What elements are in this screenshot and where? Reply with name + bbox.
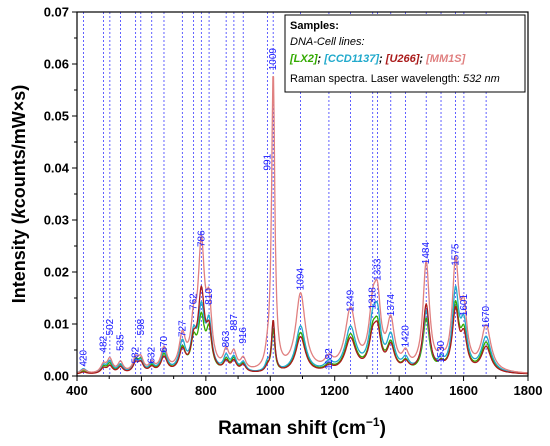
legend-footer-prefix: Raman spectra. Laser wavelength: bbox=[290, 73, 463, 85]
peak-label-887: 887 bbox=[229, 314, 240, 331]
y-tick-label-0.00: 0.00 bbox=[44, 369, 69, 384]
x-axis-title: Raman shift (cm−1) bbox=[218, 415, 386, 439]
series-line-3 bbox=[76, 285, 529, 375]
peak-label-810: 810 bbox=[204, 288, 215, 305]
x-tick-label-800: 800 bbox=[195, 383, 217, 398]
peak-label-1374: 1374 bbox=[386, 294, 397, 317]
x-tick-label-1600: 1600 bbox=[449, 383, 478, 398]
y-tick-label-0.01: 0.01 bbox=[44, 317, 69, 332]
x-axis-ticks: 400 600 800 1000 1200 1400 1600 1800 bbox=[66, 376, 542, 398]
x-axis-title-main: Raman shift (cm bbox=[218, 418, 366, 439]
y-axis-ticks: 0.00 0.01 0.02 0.03 0.04 0.05 0.06 0.07 bbox=[44, 5, 77, 384]
legend-box bbox=[284, 14, 526, 93]
peak-label-502: 502 bbox=[105, 318, 116, 335]
legend-entry-lx2: [LX2] bbox=[289, 53, 318, 65]
y-axis-title: Intensity (kcounts/mW×s) bbox=[9, 85, 29, 304]
legend-entry-mm1s: [MM1S] bbox=[425, 53, 465, 65]
peak-label-1318: 1318 bbox=[368, 287, 379, 310]
peak-label-1009: 1009 bbox=[268, 48, 279, 71]
legend-separator-1: ; bbox=[318, 53, 322, 65]
y-tick-label-0.05: 0.05 bbox=[44, 109, 69, 124]
peak-label-535: 535 bbox=[115, 334, 126, 351]
x-tick-label-600: 600 bbox=[131, 383, 153, 398]
peak-label-670: 670 bbox=[159, 335, 170, 352]
series-line-4 bbox=[76, 76, 529, 374]
peak-label-632: 632 bbox=[147, 346, 158, 363]
series-line-2 bbox=[76, 285, 529, 374]
y-axis-title-part2: counts/mW×s) bbox=[9, 85, 29, 209]
x-tick-label-1800: 1800 bbox=[514, 383, 543, 398]
x-axis-title-superscript: −1 bbox=[366, 415, 380, 429]
peak-label-1670: 1670 bbox=[481, 305, 492, 328]
peak-label-1575: 1575 bbox=[451, 243, 462, 266]
x-tick-label-1000: 1000 bbox=[256, 383, 285, 398]
legend: Samples: DNA-Cell lines: [LX2]; [CCD1137… bbox=[284, 14, 526, 93]
y-tick-label-0.02: 0.02 bbox=[44, 265, 69, 280]
legend-subtitle: DNA-Cell lines: bbox=[290, 36, 365, 48]
legend-entry-u266: [U266] bbox=[385, 53, 420, 65]
peak-label-482: 482 bbox=[98, 335, 109, 352]
peak-label-1333: 1333 bbox=[373, 258, 384, 281]
legend-footer: Raman spectra. Laser wavelength: 532 nm bbox=[290, 73, 500, 85]
peak-label-1249: 1249 bbox=[345, 289, 356, 312]
peak-label-786: 786 bbox=[196, 230, 207, 247]
x-tick-label-400: 400 bbox=[66, 383, 88, 398]
legend-separator-3: ; bbox=[419, 53, 423, 65]
peak-label-1601: 1601 bbox=[459, 294, 470, 317]
peak-label-1094: 1094 bbox=[296, 268, 307, 291]
legend-title: Samples: bbox=[290, 20, 339, 32]
y-tick-label-0.06: 0.06 bbox=[44, 57, 69, 72]
y-axis-title-italic-k: k bbox=[9, 207, 29, 218]
peak-label-582: 582 bbox=[131, 346, 142, 363]
x-tick-label-1400: 1400 bbox=[385, 383, 414, 398]
peak-label-863: 863 bbox=[221, 330, 232, 347]
x-tick-label-1200: 1200 bbox=[320, 383, 349, 398]
y-tick-label-0.03: 0.03 bbox=[44, 213, 69, 228]
legend-entry-ccd1137: [CCD1137] bbox=[323, 53, 379, 65]
peak-label-991: 991 bbox=[262, 153, 273, 170]
peak-label-1530: 1530 bbox=[436, 340, 447, 363]
y-axis-title-part1: Intensity ( bbox=[9, 218, 29, 303]
peak-label-916: 916 bbox=[238, 327, 249, 344]
y-tick-label-0.07: 0.07 bbox=[44, 5, 69, 20]
legend-separator-2: ; bbox=[379, 53, 383, 65]
y-tick-label-0.04: 0.04 bbox=[44, 161, 70, 176]
peak-label-1420: 1420 bbox=[401, 325, 412, 348]
peak-label-1484: 1484 bbox=[421, 242, 432, 265]
peak-label-598: 598 bbox=[136, 318, 147, 335]
peak-label-727: 727 bbox=[177, 320, 188, 337]
spectra-series bbox=[76, 76, 529, 375]
x-axis-title-end: ) bbox=[380, 418, 386, 439]
legend-entries: [LX2]; [CCD1137]; [U266]; [MM1S] bbox=[289, 53, 466, 65]
peak-label-1182: 1182 bbox=[324, 348, 335, 370]
peak-label-420: 420 bbox=[78, 350, 89, 367]
legend-footer-wavelength: 532 nm bbox=[463, 73, 500, 85]
peak-label-762: 762 bbox=[189, 293, 200, 310]
